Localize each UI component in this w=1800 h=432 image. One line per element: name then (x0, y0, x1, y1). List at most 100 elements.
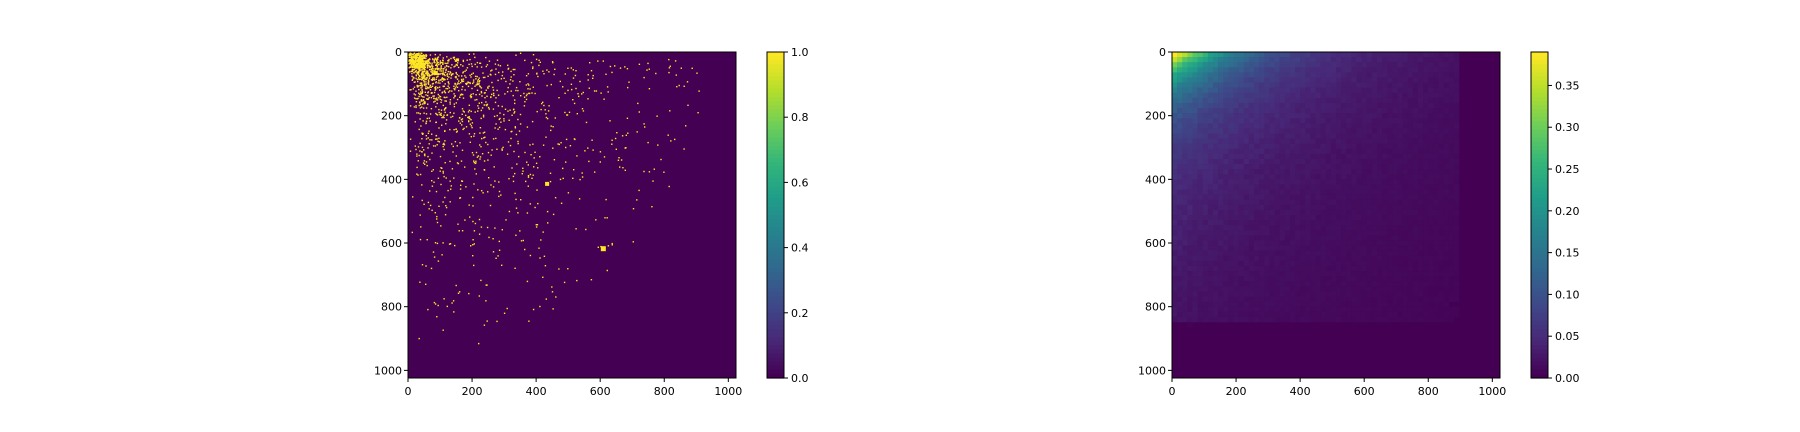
nonzero-cell (434, 242, 437, 244)
density-cell (1428, 113, 1434, 119)
density-cell (1382, 123, 1388, 129)
density-cell (1284, 209, 1291, 216)
nonzero-cell (424, 74, 426, 77)
nonzero-cell (439, 89, 441, 91)
density-cell (1248, 52, 1255, 58)
density-cell (1433, 179, 1439, 185)
density-cell (1392, 92, 1398, 99)
density-cell (1228, 123, 1234, 129)
density-cell (1305, 189, 1311, 195)
nonzero-cell (434, 98, 437, 100)
density-cell (1284, 123, 1291, 129)
density-cell (1346, 87, 1352, 94)
density-cell (1248, 77, 1255, 83)
density-cell (1402, 164, 1409, 170)
density-cell (1310, 276, 1316, 282)
density-cell (1218, 158, 1224, 165)
density-cell (1382, 128, 1388, 134)
nonzero-cell (507, 110, 509, 112)
nonzero-cell (413, 68, 416, 71)
right-y-tick-label: 0 (1159, 46, 1166, 59)
nonzero-cell (567, 192, 570, 194)
nonzero-cell (456, 145, 458, 147)
density-cell (1402, 133, 1409, 139)
density-cell (1238, 276, 1245, 282)
colorbar-gradient-step (1531, 247, 1548, 253)
density-cell (1197, 184, 1204, 190)
nonzero-cell (475, 151, 478, 154)
density-cell (1438, 82, 1444, 88)
density-cell (1453, 169, 1460, 175)
nonzero-cell (696, 72, 698, 74)
density-cell (1346, 52, 1352, 58)
density-cell (1438, 87, 1444, 94)
nonzero-cell (485, 300, 487, 302)
density-cell (1207, 174, 1214, 180)
density-cell (1351, 204, 1357, 211)
nonzero-cell (426, 75, 429, 77)
nonzero-cell (468, 53, 470, 55)
density-cell (1177, 255, 1183, 262)
density-cell (1182, 67, 1188, 73)
density-cell (1238, 225, 1245, 231)
density-cell (1192, 52, 1198, 58)
nonzero-cell (435, 106, 437, 108)
nonzero-cell (573, 169, 575, 171)
nonzero-cell (458, 230, 460, 232)
density-cell (1202, 230, 1209, 236)
nonzero-cell (483, 324, 486, 326)
density-cell (1177, 148, 1183, 155)
nonzero-cell (420, 125, 422, 127)
density-cell (1248, 164, 1255, 170)
density-cell (1264, 92, 1270, 99)
density-cell (1418, 230, 1424, 236)
density-cell (1284, 220, 1291, 226)
density-cell (1377, 316, 1383, 323)
nonzero-cell (515, 198, 517, 201)
density-cell (1310, 316, 1316, 323)
nonzero-cell (479, 85, 481, 87)
density-cell (1218, 215, 1224, 221)
density-cell (1182, 306, 1188, 313)
density-cell (1433, 281, 1439, 287)
density-cell (1207, 225, 1214, 231)
density-cell (1233, 204, 1239, 211)
density-cell (1310, 153, 1316, 160)
nonzero-cell (480, 226, 483, 228)
density-cell (1182, 311, 1188, 318)
nonzero-cell (420, 73, 423, 75)
density-cell (1192, 118, 1198, 124)
colorbar-gradient-step (1531, 96, 1548, 102)
density-cell (1192, 82, 1198, 88)
density-cell (1325, 164, 1332, 170)
density-cell (1274, 209, 1280, 216)
density-cell (1228, 102, 1234, 109)
density-cell (1448, 184, 1455, 190)
density-cell (1428, 77, 1434, 83)
density-cell (1320, 87, 1327, 94)
density-cell (1172, 57, 1178, 63)
density-cell (1182, 301, 1188, 307)
nonzero-cell (651, 206, 653, 208)
colorbar-gradient-step (1531, 100, 1548, 106)
density-cell (1397, 306, 1403, 313)
density-cell (1279, 286, 1286, 292)
nonzero-cell (479, 144, 481, 146)
nonzero-cell (524, 248, 526, 251)
density-cell (1423, 143, 1429, 150)
density-cell (1371, 62, 1378, 68)
nonzero-cell (474, 85, 476, 87)
nonzero-cell (435, 82, 437, 84)
density-cell (1218, 260, 1224, 267)
density-cell (1228, 143, 1234, 150)
density-cell (1397, 291, 1403, 297)
density-cell (1223, 82, 1229, 88)
nonzero-cell (655, 72, 657, 75)
nonzero-cell (421, 151, 423, 153)
density-cell (1259, 250, 1265, 257)
density-cell (1259, 133, 1265, 139)
density-cell (1371, 169, 1378, 175)
density-cell (1259, 128, 1265, 134)
density-cell (1330, 133, 1337, 139)
density-cell (1259, 62, 1265, 68)
